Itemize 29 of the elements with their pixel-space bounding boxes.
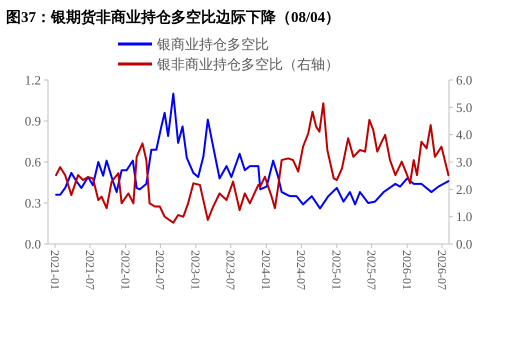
line-series bbox=[55, 92, 450, 210]
x-tick-label: 2021-01 bbox=[48, 250, 62, 290]
line-series bbox=[55, 102, 450, 224]
y-tick-label: 0.3 bbox=[24, 196, 41, 211]
y-tick-label: 0.6 bbox=[24, 154, 42, 170]
y2-tick-label: 4.0 bbox=[456, 127, 472, 142]
x-tick-label: 2021-07 bbox=[82, 250, 97, 290]
y2-tick-label: 0.0 bbox=[456, 236, 472, 252]
y2-tick-label: 3.0 bbox=[456, 154, 472, 170]
x-tick-label: 2026-01 bbox=[400, 250, 414, 290]
x-tick-label: 2024-01 bbox=[259, 250, 274, 290]
x-tick-label: 2022-01 bbox=[118, 250, 132, 290]
y-tick-label: 0.9 bbox=[24, 114, 41, 129]
x-tick-label: 2023-01 bbox=[188, 250, 203, 290]
x-tick-label: 2025-01 bbox=[330, 250, 344, 290]
legend-label: 银非商业持仓多空比（右轴） bbox=[156, 56, 339, 73]
x-tick-label: 2025-07 bbox=[364, 250, 378, 290]
legend-label: 银商业持仓多空比 bbox=[156, 36, 269, 53]
y-tick-label: 0.0 bbox=[24, 236, 41, 252]
y-tick-label: 1.2 bbox=[24, 72, 41, 88]
y2-tick-label: 6.0 bbox=[456, 72, 472, 88]
y2-tick-label: 5.0 bbox=[456, 100, 472, 115]
y2-tick-label: 2.0 bbox=[456, 182, 472, 197]
chart-title: 图37：银期货非商业持仓多空比边际下降（08/04） bbox=[6, 8, 340, 26]
x-tick-label: 2023-07 bbox=[224, 250, 238, 290]
y2-tick-label: 1.0 bbox=[456, 209, 472, 224]
x-tick-label: 2024-07 bbox=[294, 250, 308, 290]
x-tick-label: 2022-07 bbox=[153, 250, 168, 290]
x-tick-label: 2026-07 bbox=[434, 250, 449, 290]
